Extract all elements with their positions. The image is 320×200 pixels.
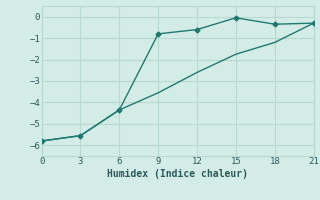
X-axis label: Humidex (Indice chaleur): Humidex (Indice chaleur) (107, 169, 248, 179)
